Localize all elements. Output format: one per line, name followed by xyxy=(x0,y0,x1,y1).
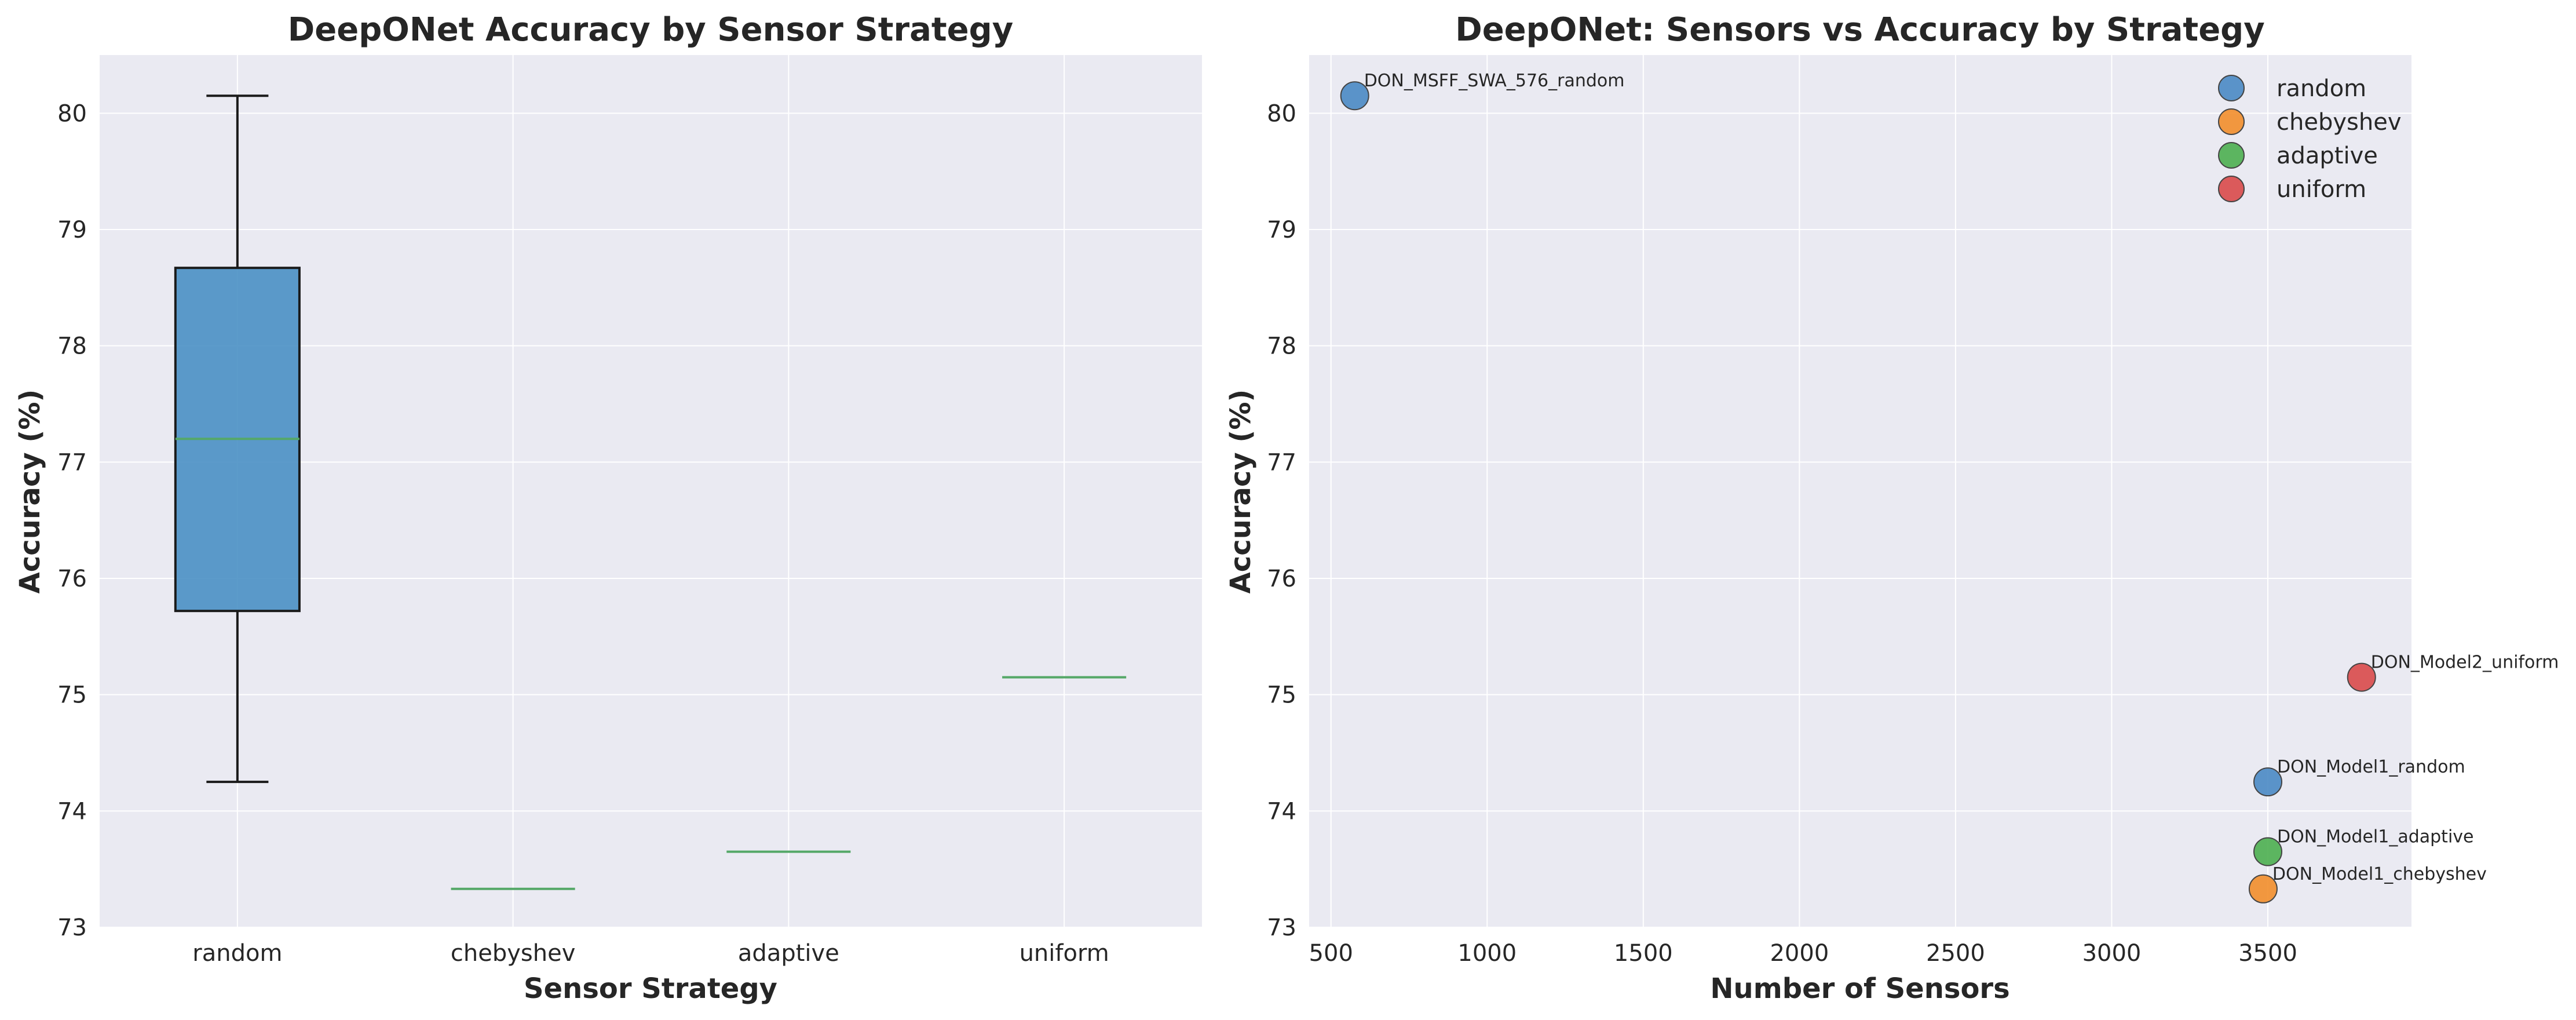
box-plot-x-tick-label: random xyxy=(192,940,282,967)
legend-marker-random xyxy=(2218,75,2245,101)
scatter-plot-panel: DON_MSFF_SWA_576_random DON_Model1_random… xyxy=(1225,11,2559,1005)
legend-label: chebyshev xyxy=(2277,109,2402,136)
scatter-y-tick-label: 76 xyxy=(1267,566,1296,592)
box-plot-y-tick-label: 76 xyxy=(57,566,87,592)
scatter-y-tick-label: 80 xyxy=(1267,100,1296,127)
scatter-y-tick-label: 73 xyxy=(1267,915,1296,941)
scatter-x-tick-label: 1000 xyxy=(1457,940,1517,967)
scatter-plot-point-labels: DON_MSFF_SWA_576_random DON_Model1_random… xyxy=(1364,71,2559,884)
scatter-plot-y-axis-label: Accuracy (%) xyxy=(1225,389,1257,594)
legend-marker-adaptive xyxy=(2218,142,2245,169)
scatter-x-tick-label: 500 xyxy=(1309,940,1353,967)
scatter-plot-x-axis-label: Number of Sensors xyxy=(1710,972,2009,1005)
scatter-plot-x-ticks: 500 1000 1500 2000 2500 3000 3500 xyxy=(1309,940,2297,967)
box-plot-y-tick-label: 77 xyxy=(57,449,87,476)
scatter-x-tick-label: 3000 xyxy=(2082,940,2142,967)
scatter-x-tick-label: 3500 xyxy=(2238,940,2297,967)
legend-marker-chebyshev xyxy=(2218,108,2245,135)
box-plot-x-tick-label: chebyshev xyxy=(451,940,576,967)
box-plot-x-tick-label: uniform xyxy=(1020,940,1109,967)
scatter-x-tick-label: 2500 xyxy=(1926,940,1985,967)
scatter-point-adaptive xyxy=(2253,837,2283,866)
scatter-point-random xyxy=(1340,81,1369,111)
scatter-y-tick-label: 78 xyxy=(1267,333,1296,360)
box-plot-y-tick-label: 74 xyxy=(57,798,87,825)
box-plot-x-ticks: random chebyshev adaptive uniform xyxy=(192,940,1109,967)
box-plot-x-axis-label: Sensor Strategy xyxy=(524,972,777,1005)
box-plot-y-tick-label: 78 xyxy=(57,333,87,360)
scatter-point-label: DON_Model1_random xyxy=(2277,757,2465,777)
scatter-x-tick-label: 1500 xyxy=(1614,940,1673,967)
scatter-point-uniform xyxy=(2347,662,2376,692)
scatter-point-random xyxy=(2253,767,2283,797)
box-plot-title: DeepONet Accuracy by Sensor Strategy xyxy=(288,11,1013,49)
scatter-plot-grid xyxy=(1309,55,2411,928)
box-plot-y-tick-label: 80 xyxy=(57,100,87,127)
box-plot-y-ticks: 73 74 75 76 77 78 79 80 xyxy=(57,100,87,941)
scatter-plot-legend: random chebyshev adaptive uniform xyxy=(2218,75,2402,203)
scatter-y-tick-label: 77 xyxy=(1267,449,1296,476)
legend-label: adaptive xyxy=(2277,143,2378,169)
legend-label: random xyxy=(2277,75,2366,102)
scatter-plot-title: DeepONet: Sensors vs Accuracy by Strateg… xyxy=(1455,11,2265,49)
scatter-point-label: DON_Model1_adaptive xyxy=(2277,827,2473,847)
scatter-point-chebyshev xyxy=(2248,874,2278,904)
box-plot-marks xyxy=(174,94,1127,890)
scatter-x-tick-label: 2000 xyxy=(1770,940,1829,967)
box-plot-x-tick-label: adaptive xyxy=(738,940,839,967)
scatter-plot-marks xyxy=(1340,81,2376,904)
scatter-y-tick-label: 75 xyxy=(1267,682,1296,709)
scatter-point-label: DON_Model1_chebyshev xyxy=(2272,864,2487,884)
scatter-point-label: DON_Model2_uniform xyxy=(2371,653,2559,673)
scatter-plot-y-ticks: 73 74 75 76 77 78 79 80 xyxy=(1267,100,1296,941)
scatter-plot-plot-area xyxy=(1309,55,2411,927)
scatter-y-tick-label: 79 xyxy=(1267,217,1296,243)
scatter-y-tick-label: 74 xyxy=(1267,798,1296,825)
box-plot-y-axis-label: Accuracy (%) xyxy=(14,389,46,594)
box-plot-y-tick-label: 73 xyxy=(57,915,87,941)
scatter-point-label: DON_MSFF_SWA_576_random xyxy=(1364,71,1625,91)
box-random xyxy=(174,94,301,784)
box-plot-y-tick-label: 75 xyxy=(57,682,87,709)
legend-marker-uniform xyxy=(2218,176,2245,202)
box-plot-panel: random chebyshev adaptive uniform 737475767… xyxy=(14,11,1202,1005)
box-plot-y-tick-label: 79 xyxy=(57,217,87,243)
legend-label: uniform xyxy=(2277,176,2366,203)
